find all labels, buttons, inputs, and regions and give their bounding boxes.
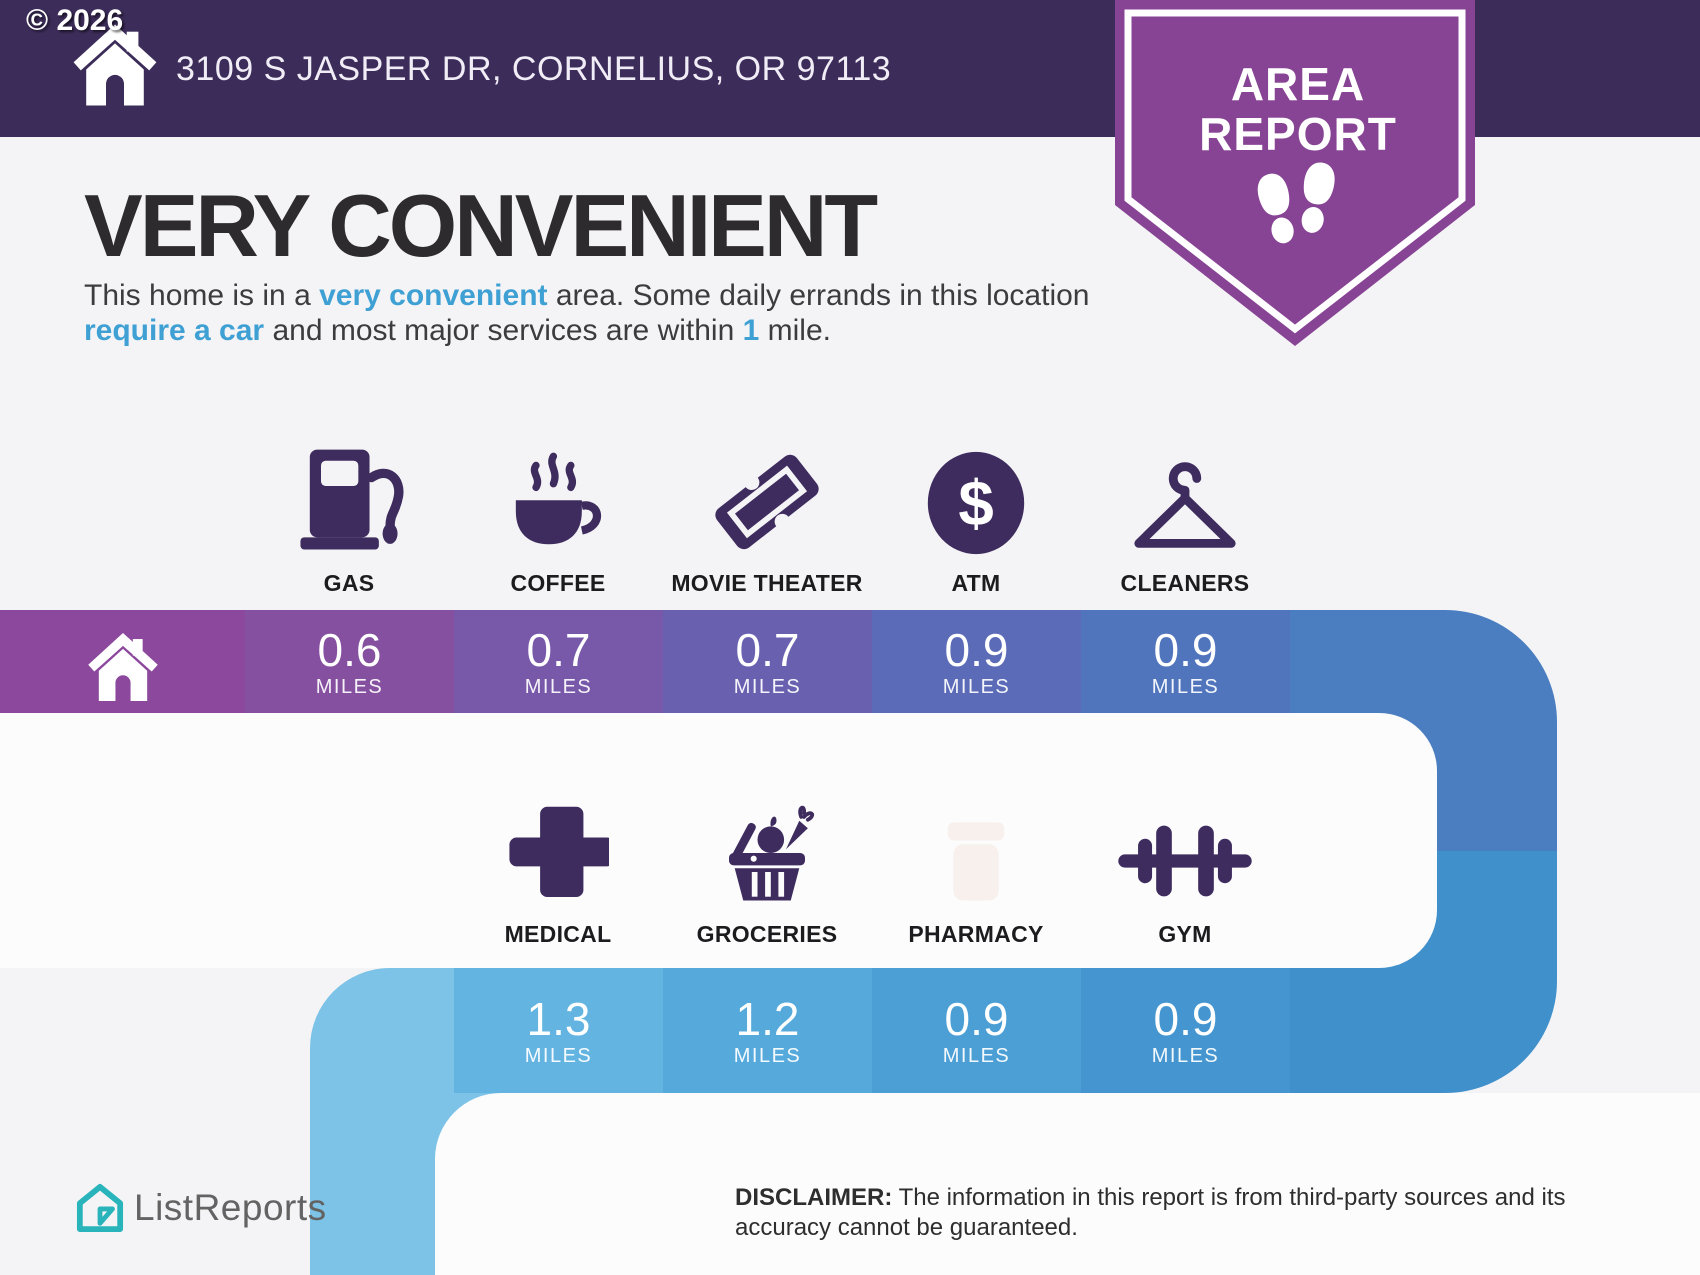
disclaimer-text: DISCLAIMER: The information in this repo… (735, 1184, 1566, 1241)
footprints-icon (1257, 162, 1335, 244)
hanger-icon (1134, 462, 1236, 548)
gas-pump-icon (300, 449, 404, 550)
listreports-brand: ListReports (76, 1183, 327, 1233)
distance-band-row-2: 1.3 MILES 1.2 MILES 0.9 MILES 0.9 MILES (454, 968, 1290, 1093)
convenience-description: This home is in a very convenient area. … (84, 279, 1090, 347)
distance-value: 0.7 (735, 623, 800, 676)
home-band-segment (0, 610, 245, 713)
distance-cell-movie-theater: 0.7 MILES (663, 610, 872, 713)
category-label: MEDICAL (504, 921, 612, 947)
category-groceries: GROCERIES (652, 795, 882, 948)
road-inner-card-bottom (435, 1093, 1700, 1275)
distance-value: 0.9 (1153, 992, 1218, 1045)
page-title: VERY CONVENIENT (84, 176, 878, 275)
category-label: ATM (951, 570, 1001, 596)
category-label: MOVIE THEATER (671, 570, 863, 596)
brand-name: ListReports (134, 1187, 327, 1228)
distance-unit: MILES (942, 1044, 1011, 1067)
distance-unit: MILES (524, 1044, 593, 1067)
coffee-cup-icon (515, 452, 602, 545)
category-movie-theater: MOVIE THEATER (652, 438, 882, 597)
listreports-logo-icon (76, 1183, 124, 1232)
category-medical: MEDICAL (443, 795, 673, 948)
distance-unit: MILES (1151, 675, 1220, 698)
movie-ticket-icon (715, 454, 819, 550)
pharmacy-icon (947, 822, 1005, 901)
distance-unit: MILES (1151, 1044, 1220, 1067)
distance-cell-gym: 0.9 MILES (1081, 968, 1290, 1093)
medical-cross-icon (509, 806, 609, 898)
distance-unit: MILES (733, 675, 802, 698)
category-cleaners: CLEANERS (1070, 438, 1300, 597)
badge-line1: AREA (1231, 58, 1365, 110)
category-label: GAS (323, 570, 375, 596)
distance-cell-cleaners: 0.9 MILES (1081, 610, 1290, 713)
distance-value: 0.9 (944, 992, 1009, 1045)
distance-value: 0.7 (526, 623, 591, 676)
category-gas: GAS (234, 438, 464, 597)
distance-cell-gas: 0.6 MILES (245, 610, 454, 713)
category-coffee: COFFEE (443, 438, 673, 597)
property-address: 3109 S JASPER DR, CORNELIUS, OR 97113 (176, 50, 892, 88)
category-label: COFFEE (510, 570, 606, 596)
home-icon (73, 24, 157, 106)
distance-value: 0.6 (317, 623, 382, 676)
disclaimer-label: DISCLAIMER: (735, 1184, 893, 1211)
distance-band-row-1: 0.6 MILES 0.7 MILES 0.7 MILES 0.9 MILES … (0, 610, 1290, 713)
category-gym: GYM (1070, 795, 1300, 948)
distance-cell-groceries: 1.2 MILES (663, 968, 872, 1093)
distance-unit: MILES (942, 675, 1011, 698)
category-label: PHARMACY (908, 921, 1044, 947)
distance-cell-atm: 0.9 MILES (872, 610, 1081, 713)
badge-shield (1115, 0, 1475, 346)
svg-text:$: $ (958, 468, 993, 539)
distance-value: 1.2 (735, 992, 800, 1045)
category-pharmacy: PHARMACY (861, 795, 1091, 948)
category-label: CLEANERS (1120, 570, 1250, 596)
grocery-basket-icon (729, 805, 815, 901)
atm-dollar-icon: $ (927, 451, 1025, 555)
distance-unit: MILES (733, 1044, 802, 1067)
copyright-text: © 2026 (26, 4, 124, 37)
distance-cell-pharmacy: 0.9 MILES (872, 968, 1081, 1093)
dumbbell-icon (1118, 825, 1252, 897)
category-atm: $ ATM (861, 438, 1091, 597)
distance-value: 1.3 (526, 992, 591, 1045)
distance-cell-coffee: 0.7 MILES (454, 610, 663, 713)
road-inner-card-top (0, 713, 1437, 968)
distance-cell-medical: 1.3 MILES (454, 968, 663, 1093)
category-label: GYM (1158, 921, 1212, 947)
category-label: GROCERIES (696, 921, 838, 947)
distance-value: 0.9 (1153, 623, 1218, 676)
distance-unit: MILES (524, 675, 593, 698)
area-report-badge: AREA REPORT (1115, 0, 1475, 346)
distance-value: 0.9 (944, 623, 1009, 676)
badge-line2: REPORT (1199, 108, 1397, 160)
distance-unit: MILES (315, 675, 384, 698)
home-icon (87, 632, 158, 701)
